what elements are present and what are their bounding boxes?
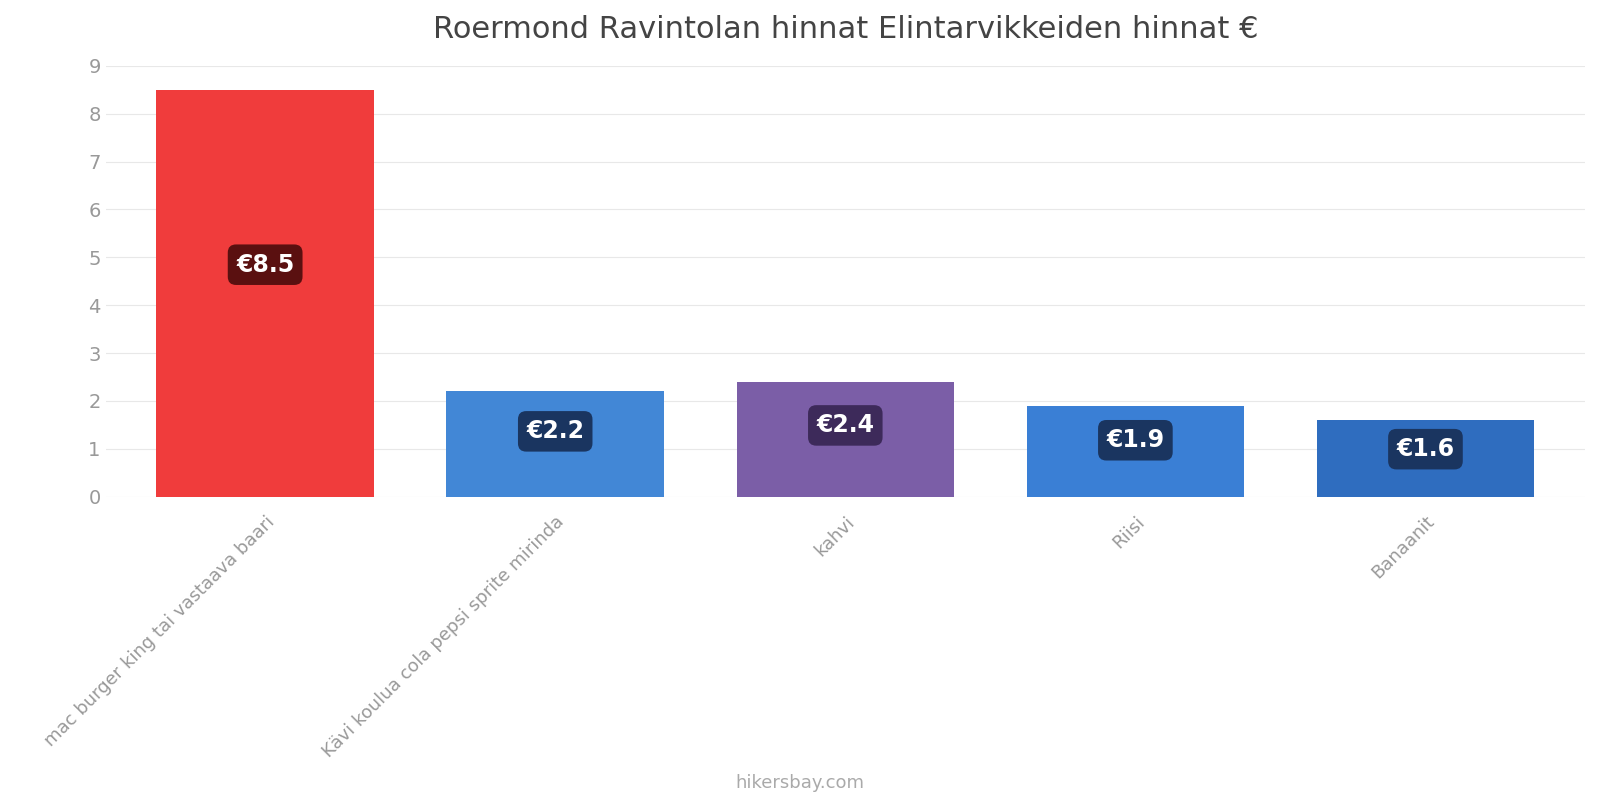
Text: €2.4: €2.4 <box>816 414 874 438</box>
Text: hikersbay.com: hikersbay.com <box>736 774 864 792</box>
Text: €1.9: €1.9 <box>1106 428 1165 452</box>
Bar <box>446 391 664 497</box>
Text: €8.5: €8.5 <box>237 253 294 277</box>
Bar <box>736 382 954 497</box>
Text: €2.2: €2.2 <box>526 419 584 443</box>
Bar <box>1027 406 1245 497</box>
Title: Roermond Ravintolan hinnat Elintarvikkeiden hinnat €: Roermond Ravintolan hinnat Elintarvikkei… <box>432 15 1258 44</box>
Bar <box>1317 420 1534 497</box>
Text: €1.6: €1.6 <box>1397 437 1454 461</box>
Bar <box>157 90 374 497</box>
